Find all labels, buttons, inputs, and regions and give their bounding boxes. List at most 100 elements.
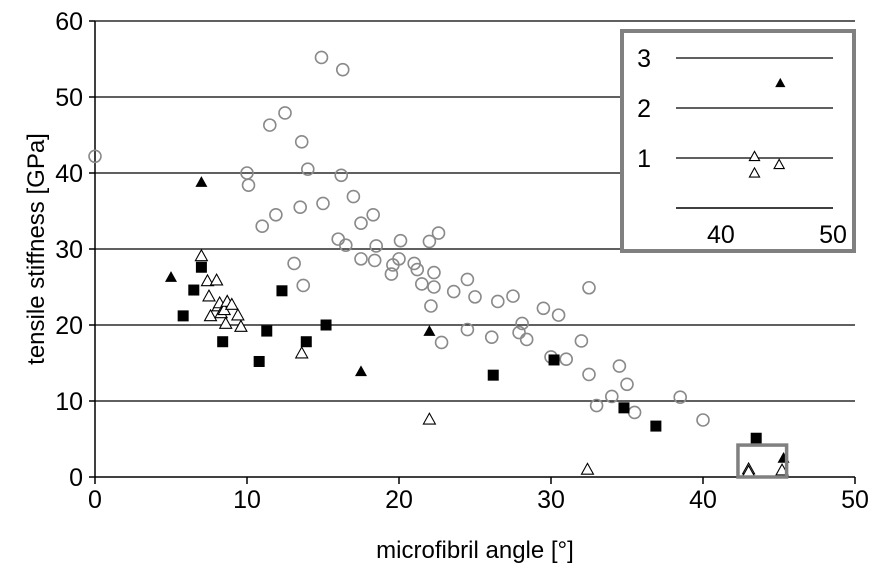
- circle-point: [287, 256, 301, 271]
- circle-point: [354, 216, 368, 230]
- circle-point: [296, 278, 311, 293]
- inset-y-tick-label: 1: [637, 145, 651, 173]
- y-tick-label: 30: [55, 236, 83, 264]
- circle-point: [468, 290, 482, 304]
- filled-triangle-point: [355, 365, 367, 377]
- data-points: [88, 50, 790, 478]
- inset-x-tick-label: 40: [707, 221, 735, 249]
- open-triangle-point: [209, 273, 224, 286]
- x-tick-label: 30: [537, 486, 565, 514]
- circle-point: [88, 149, 102, 164]
- circle-point: [604, 389, 619, 404]
- circle-point: [559, 352, 574, 367]
- x-tick-label: 40: [689, 486, 717, 514]
- circle-point: [338, 238, 353, 252]
- circle-point: [392, 252, 406, 266]
- circle-point: [300, 162, 315, 176]
- circle-point: [414, 277, 429, 291]
- y-tick-label: 40: [55, 160, 83, 188]
- filled-triangle-point: [775, 77, 786, 88]
- square-point: [618, 402, 630, 414]
- circle-point: [354, 252, 368, 266]
- circle-point: [427, 265, 441, 280]
- open-triangle-point: [202, 288, 216, 302]
- open-triangle-point: [224, 297, 239, 310]
- circle-point: [367, 253, 382, 268]
- open-triangle-point: [773, 158, 786, 170]
- x-axis-label: microfibril angle [°]: [376, 537, 574, 564]
- circle-point: [384, 267, 399, 281]
- tick-labels: 0 10 20 30 40 50 60 0 10 20 30 40 50: [55, 8, 869, 514]
- square-point: [487, 369, 499, 381]
- square-point: [261, 325, 273, 337]
- y-tick-label: 20: [55, 312, 83, 340]
- open-triangle-point: [580, 462, 595, 475]
- square-point: [320, 319, 332, 331]
- x-tick-label: 0: [88, 486, 102, 514]
- square-point: [650, 420, 662, 432]
- inset-frame: [620, 29, 856, 253]
- circle-point: [422, 234, 437, 249]
- square-point: [188, 284, 200, 296]
- square-point: [195, 261, 207, 273]
- open-triangle-point: [230, 307, 245, 321]
- circle-point: [427, 280, 441, 294]
- y-tick-label: 10: [55, 388, 83, 416]
- circle-point: [293, 200, 308, 214]
- circle-point: [314, 50, 329, 65]
- circle-point: [551, 308, 566, 322]
- circle-point: [393, 233, 408, 248]
- circle-point: [446, 284, 461, 299]
- circle-point: [515, 316, 529, 331]
- square-point: [177, 310, 189, 322]
- circle-point: [262, 118, 277, 132]
- zoom-box: [736, 443, 789, 479]
- open-triangle-point: [294, 345, 309, 359]
- circle-point: [369, 239, 384, 253]
- y-tick-label: 0: [69, 464, 83, 492]
- open-triangle-point: [233, 319, 248, 332]
- filled-triangle-point: [165, 271, 177, 282]
- circle-point: [512, 325, 526, 340]
- circle-point: [519, 332, 534, 347]
- open-triangle-point: [203, 308, 218, 322]
- circle-point: [269, 208, 283, 222]
- circle-point: [335, 62, 350, 77]
- axes: [89, 20, 856, 484]
- square-point: [300, 336, 312, 348]
- circle-point: [696, 413, 710, 427]
- x-tick-label: 20: [385, 486, 413, 514]
- circle-point: [627, 405, 642, 420]
- x-tick-label: 10: [233, 486, 261, 514]
- circle-point: [460, 322, 475, 337]
- circle-point: [366, 208, 380, 222]
- open-triangle-point: [748, 150, 761, 162]
- filled-triangle-point: [195, 176, 208, 187]
- circle-point: [431, 226, 446, 240]
- circle-point: [424, 299, 438, 313]
- circle-point: [294, 135, 309, 149]
- circle-point: [574, 334, 589, 348]
- y-tick-label: 60: [55, 8, 83, 36]
- circle-point: [241, 178, 256, 192]
- circle-point: [410, 262, 425, 277]
- open-triangle-point: [200, 273, 215, 287]
- circle-point: [506, 289, 520, 303]
- square-point: [548, 354, 560, 366]
- circle-point: [536, 301, 551, 316]
- square-point: [750, 432, 762, 444]
- circle-point: [460, 272, 475, 287]
- square-point: [276, 285, 288, 297]
- circle-point: [255, 219, 270, 233]
- open-triangle-point: [218, 316, 233, 329]
- circle-point: [334, 168, 349, 183]
- open-triangle-point: [748, 166, 761, 178]
- circle-point: [490, 294, 505, 309]
- circle-point: [589, 398, 604, 413]
- circle-point: [582, 280, 596, 295]
- circle-point: [582, 367, 596, 382]
- square-point: [217, 336, 229, 348]
- circle-point: [316, 196, 330, 211]
- circle-point: [612, 359, 627, 373]
